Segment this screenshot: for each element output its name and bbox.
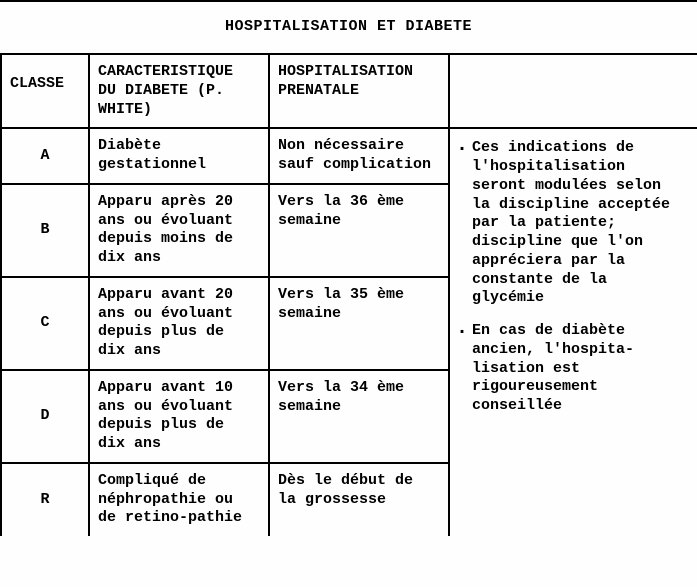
cell-classe: R [1, 463, 89, 536]
cell-classe: C [1, 277, 89, 370]
header-hospitalisation: HOSPITALISATION PRENATALE [269, 54, 449, 128]
note-item: En cas de diabète ancien, l'hospita-lisa… [468, 322, 688, 416]
cell-hosp: Vers la 34 ème semaine [269, 370, 449, 463]
table-title: HOSPITALISATION ET DIABETE [0, 2, 697, 53]
table-header-row: CLASSE CARACTERISTIQUE DU DIABETE (P. WH… [1, 54, 697, 128]
header-notes-empty [449, 54, 697, 128]
cell-hosp: Dès le début de la grossesse [269, 463, 449, 536]
header-caracteristique: CARACTERISTIQUE DU DIABETE (P. WHITE) [89, 54, 269, 128]
cell-classe: D [1, 370, 89, 463]
cell-carac: Diabète gestationnel [89, 128, 269, 184]
cell-carac: Compliqué de néphropathie ou de retino-p… [89, 463, 269, 536]
cell-hosp: Vers la 36 ème semaine [269, 184, 449, 277]
notes-cell: Ces indications de l'hospitalisation ser… [449, 128, 697, 536]
cell-carac: Apparu après 20 ans ou évoluant depuis m… [89, 184, 269, 277]
table-row: A Diabète gestationnel Non nécessaire sa… [1, 128, 697, 184]
cell-carac: Apparu avant 10 ans ou évoluant depuis p… [89, 370, 269, 463]
cell-hosp: Vers la 35 ème semaine [269, 277, 449, 370]
note-item: Ces indications de l'hospitalisation ser… [468, 139, 688, 308]
cell-hosp: Non nécessaire sauf complication [269, 128, 449, 184]
diabetes-hospitalisation-table: CLASSE CARACTERISTIQUE DU DIABETE (P. WH… [0, 53, 697, 536]
cell-carac: Apparu avant 20 ans ou évoluant depuis p… [89, 277, 269, 370]
cell-classe: A [1, 128, 89, 184]
cell-classe: B [1, 184, 89, 277]
header-classe: CLASSE [1, 54, 89, 128]
